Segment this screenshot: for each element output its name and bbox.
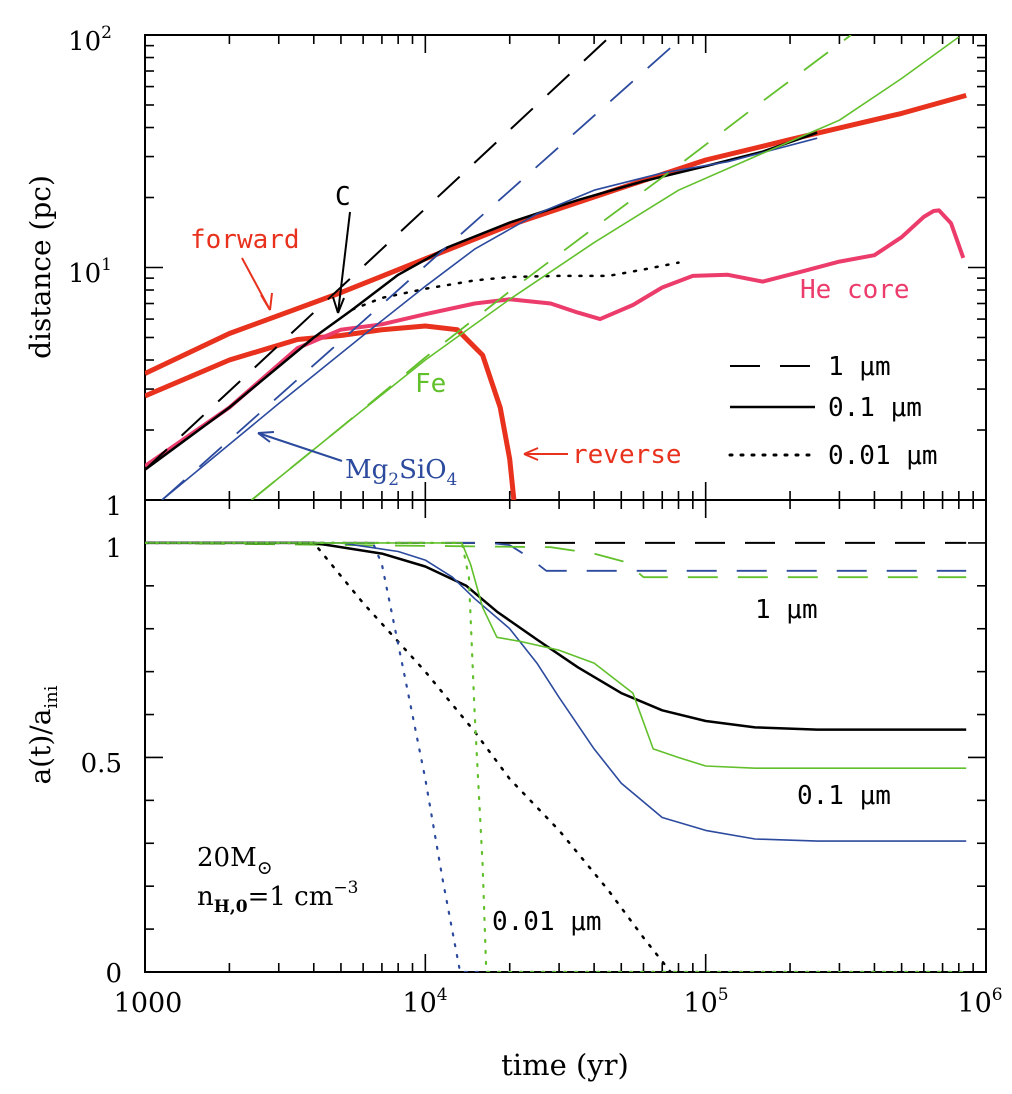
legend-label-0.01um: 0.01 μm — [828, 441, 938, 471]
x-axis-title: time (yr) — [501, 1048, 629, 1082]
bottom-y-axis-title: a(t)/aini — [24, 685, 62, 784]
xtick-label-1e5: 105 — [683, 985, 728, 1019]
label-0.01um: 0.01 μm — [492, 907, 602, 937]
arrowhead-mg2sio4 — [257, 431, 275, 443]
label-fe: Fe — [415, 369, 446, 399]
xtick-label-1000: 1000 — [114, 988, 183, 1019]
label-1um: 1 μm — [755, 595, 818, 625]
top-ytick-label-100: 102 — [68, 23, 112, 57]
label-mass: 20M⊙ — [197, 843, 273, 879]
bottom-series-mg2sio4_0-1um — [145, 542, 967, 842]
bottom-ytick-label-1: 1 — [105, 534, 122, 564]
top-series-mg2sio4_0-1um — [161, 137, 818, 500]
bottom-series-c_0-1um — [145, 541, 967, 731]
top-ytick-label-1: 1 — [105, 492, 122, 522]
top-series-fe_0-1um — [251, 36, 960, 500]
top-series-fe_1um — [251, 35, 852, 500]
label-density: nH,0=1 cm−3 — [197, 878, 358, 917]
top-panel-frame — [144, 34, 987, 501]
label-he-core: He core — [800, 275, 910, 305]
top-series-he_core — [145, 208, 966, 468]
label-forward: forward — [190, 225, 300, 255]
arrowhead-reverse — [523, 447, 539, 461]
axis-ticks — [144, 35, 987, 973]
legend-label-0.1um: 0.1 μm — [828, 393, 922, 423]
top-series-forward_shock — [145, 92, 967, 376]
legend: 1 μm 0.1 μm 0.01 μm — [728, 352, 938, 471]
label-reverse: reverse — [572, 440, 682, 470]
arrowhead-c — [332, 296, 345, 314]
xtick-label-1e6: 106 — [957, 985, 1002, 1019]
legend-label-1um: 1 μm — [828, 352, 891, 382]
bottom-series-mg2sio4_1um — [145, 542, 967, 572]
top-ytick-label-10: 101 — [68, 255, 112, 289]
bottom-series-mg2sio4_0-01um — [145, 541, 968, 972]
arrowhead-forward — [260, 292, 273, 311]
top-series-c_0-01um — [351, 261, 680, 311]
bottom-series-fe_0-1um — [145, 542, 967, 770]
bottom-series-lines — [145, 541, 968, 972]
top-series-lines — [145, 35, 967, 500]
arrow-c — [337, 211, 351, 314]
top-y-axis-title: distance (pc) — [24, 175, 57, 359]
label-mg2sio4: Mg2SiO4 — [345, 455, 457, 490]
top-series-reverse_shock — [145, 323, 517, 500]
bottom-ytick-label-0.5: 0.5 — [81, 749, 122, 779]
label-0.1um: 0.1 μm — [797, 781, 891, 811]
top-series-c_1um — [145, 35, 614, 471]
label-c: C — [335, 182, 351, 212]
arrow-mg2sio4 — [257, 432, 343, 462]
xtick-label-1e4: 104 — [402, 985, 447, 1019]
bottom-ytick-label-0: 0 — [105, 959, 122, 989]
top-series-mg2sio4_1um — [161, 35, 687, 500]
bottom-series-fe_1um — [145, 542, 967, 579]
